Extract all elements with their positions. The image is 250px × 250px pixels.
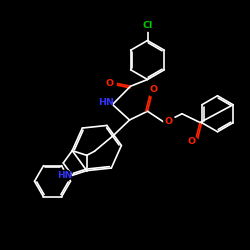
Text: HN: HN [58,171,73,180]
Text: O: O [188,137,196,146]
Text: O: O [164,116,172,126]
Text: Cl: Cl [142,20,152,30]
Text: O: O [106,78,114,88]
Text: O: O [149,86,157,94]
Text: HN: HN [98,98,114,107]
